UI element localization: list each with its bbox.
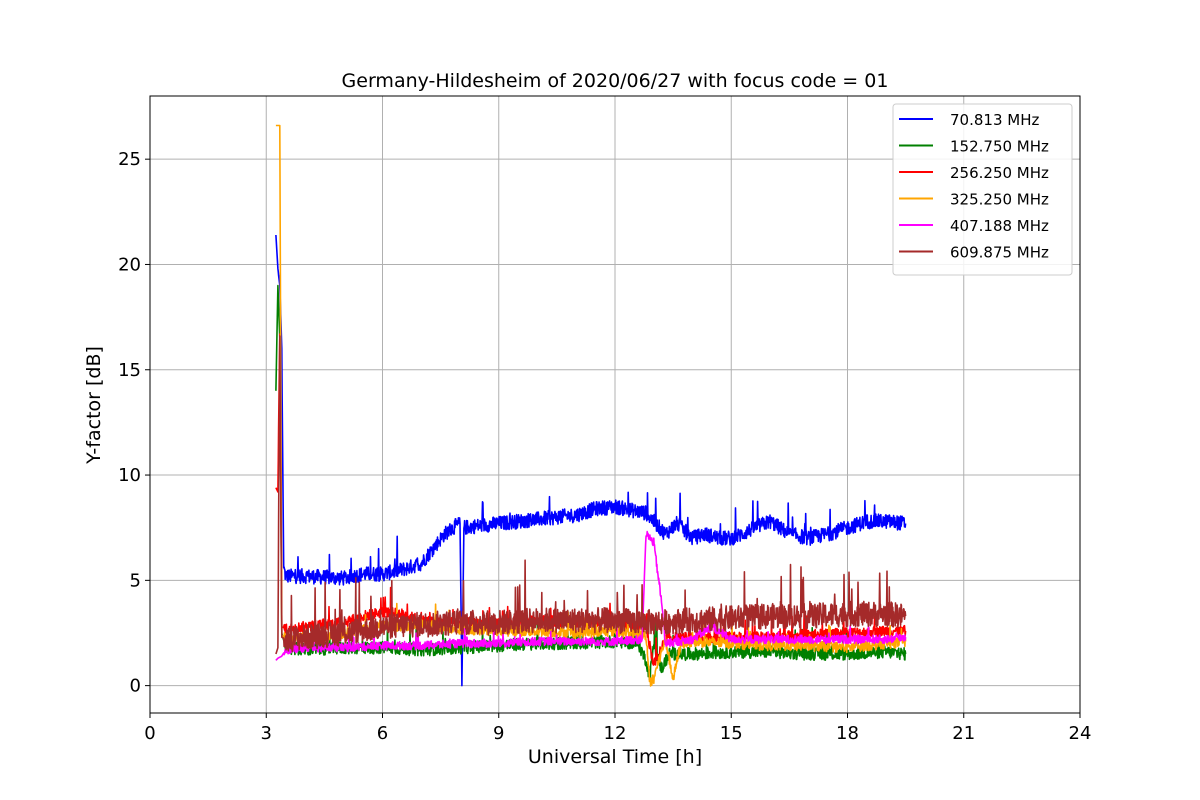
y-tick-label: 20 [118,254,141,275]
x-tick-label: 9 [493,723,504,744]
x-tick-label: 6 [377,723,388,744]
x-tick-label: 0 [144,723,155,744]
legend-label: 70.813 MHz [950,111,1039,129]
series-line [275,234,907,687]
x-tick-label: 24 [1069,723,1092,744]
legend: 70.813 MHz 152.750 MHz 256.250 MHz 325.250 … [892,103,1073,276]
y-axis-label: Y-factor [dB] [83,346,105,465]
x-axis-label: Universal Time [h] [528,746,702,768]
y-tick-label: 5 [130,570,141,591]
series-line [275,530,907,661]
legend-label: 152.750 MHz [950,138,1049,156]
y-tick-label: 0 [130,676,141,697]
x-tick-label: 15 [720,723,743,744]
legend-label: 256.250 MHz [950,164,1049,182]
legend-box [892,103,1073,276]
legend-label: 407.188 MHz [950,217,1049,235]
x-axis: 0 3 6 9 12 15 18 21 24 [144,713,1091,744]
x-tick-label: 21 [952,723,975,744]
y-axis: 0 5 10 15 20 25 [118,149,150,697]
y-tick-label: 15 [118,360,141,381]
chart-title: Germany-Hildesheim of 2020/06/27 with fo… [342,70,889,92]
x-tick-label: 18 [836,723,859,744]
x-tick-label: 12 [604,723,627,744]
series-layer [275,124,907,687]
legend-label: 609.875 MHz [950,244,1049,262]
y-tick-label: 10 [118,465,141,486]
series-line [275,335,907,655]
x-tick-label: 3 [261,723,272,744]
y-tick-label: 25 [118,149,141,170]
legend-label: 325.250 MHz [950,191,1049,209]
